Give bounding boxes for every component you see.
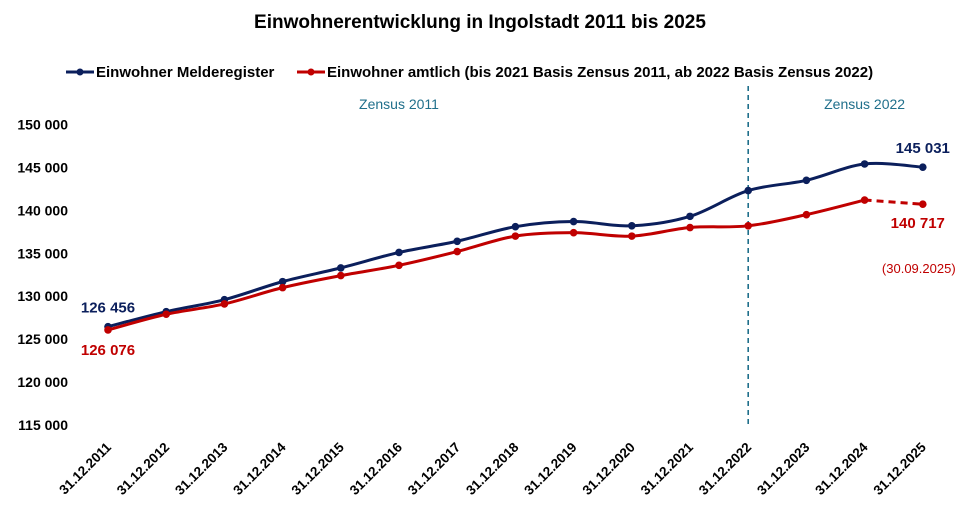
data-point-amtlich xyxy=(802,210,811,219)
x-tick-label: 31.12.2017 xyxy=(405,440,463,498)
y-tick-label: 130 000 xyxy=(17,288,68,304)
legend-label-amtlich: Einwohner amtlich (bis 2021 Basis Zensus… xyxy=(327,64,873,81)
chart-title: Einwohnerentwicklung in Ingolstadt 2011 … xyxy=(254,12,706,33)
data-label-end-melderegister: 145 031 xyxy=(896,140,950,157)
x-tick-label: 31.12.2025 xyxy=(871,439,930,498)
data-point-amtlich xyxy=(337,271,345,280)
series-layer xyxy=(104,160,927,334)
data-label-start-amtlich: 126 076 xyxy=(81,342,135,359)
data-point-amtlich xyxy=(453,247,462,256)
zone-label-zensus-2022: Zensus 2022 xyxy=(824,96,905,112)
data-point-melderegister xyxy=(395,248,403,257)
series-line-amtlich-estimate xyxy=(864,198,923,206)
zone-label-zensus-2011: Zensus 2011 xyxy=(359,96,439,112)
data-point-amtlich xyxy=(395,261,403,270)
x-tick-label: 31.12.2016 xyxy=(347,439,406,498)
data-point-melderegister xyxy=(628,222,636,230)
x-axis: 31.12.2011 31.12.2012 31.12.2013 31.12.2014… xyxy=(56,439,929,498)
data-point-amtlich xyxy=(511,232,520,240)
data-point-amtlich xyxy=(686,223,694,232)
x-tick-label: 31.12.2014 xyxy=(230,439,289,498)
data-point-amtlich xyxy=(104,326,112,334)
x-tick-label: 31.12.2011 xyxy=(56,439,114,497)
x-tick-label: 31.12.2023 xyxy=(754,439,813,498)
y-tick-label: 150 000 xyxy=(17,117,68,133)
x-tick-label: 31.12.2024 xyxy=(812,439,871,498)
data-point-melderegister xyxy=(511,222,520,231)
data-label-end-note: (30.09.2025) xyxy=(882,261,956,276)
data-point-melderegister xyxy=(919,163,927,171)
legend-marker-melderegister xyxy=(76,68,84,76)
data-point-amtlich xyxy=(860,196,869,204)
data-point-melderegister xyxy=(802,176,811,185)
data-point-amtlich xyxy=(628,232,636,240)
series-line-amtlich xyxy=(107,198,865,332)
x-tick-label: 31.12.2020 xyxy=(580,440,638,498)
y-tick-label: 135 000 xyxy=(17,245,68,261)
data-point-melderegister xyxy=(278,277,287,286)
y-axis: 115 000 120 000 125 000 130 000 135 000 140 0… xyxy=(17,117,68,434)
y-tick-label: 125 000 xyxy=(17,331,68,347)
x-tick-label: 31.12.2015 xyxy=(289,439,348,498)
x-tick-label: 31.12.2013 xyxy=(172,439,231,498)
y-tick-label: 145 000 xyxy=(17,159,68,175)
legend-label-melderegister: Einwohner Melderegister xyxy=(96,64,275,81)
data-point-melderegister xyxy=(337,264,345,272)
x-tick-label: 31.12.2019 xyxy=(521,440,579,498)
legend: Einwohner Melderegister Einwohner amtlic… xyxy=(66,64,873,81)
y-tick-label: 140 000 xyxy=(17,202,68,218)
data-point-amtlich xyxy=(278,283,287,292)
legend-marker-amtlich xyxy=(307,68,315,76)
data-point-melderegister xyxy=(860,160,869,168)
legend-item-amtlich: Einwohner amtlich (bis 2021 Basis Zensus… xyxy=(297,64,873,81)
data-point-amtlich xyxy=(569,228,578,237)
data-point-amtlich xyxy=(162,310,170,319)
y-tick-label: 120 000 xyxy=(17,374,68,390)
x-tick-label: 31.12.2022 xyxy=(696,440,754,498)
x-tick-label: 31.12.2012 xyxy=(114,440,172,498)
data-point-melderegister xyxy=(744,186,752,195)
x-tick-label: 31.12.2021 xyxy=(638,439,697,498)
y-tick-label: 115 000 xyxy=(18,417,68,433)
data-point-amtlich xyxy=(919,200,927,209)
data-label-end-amtlich: 140 717 xyxy=(891,215,945,232)
data-point-melderegister xyxy=(569,217,578,226)
legend-item-melderegister: Einwohner Melderegister xyxy=(66,64,275,81)
data-label-start-melderegister: 126 456 xyxy=(81,300,135,317)
data-point-melderegister xyxy=(453,237,462,246)
data-point-amtlich xyxy=(744,222,752,230)
data-point-melderegister xyxy=(686,212,694,221)
data-point-amtlich xyxy=(220,300,229,308)
x-tick-label: 31.12.2018 xyxy=(463,439,522,498)
